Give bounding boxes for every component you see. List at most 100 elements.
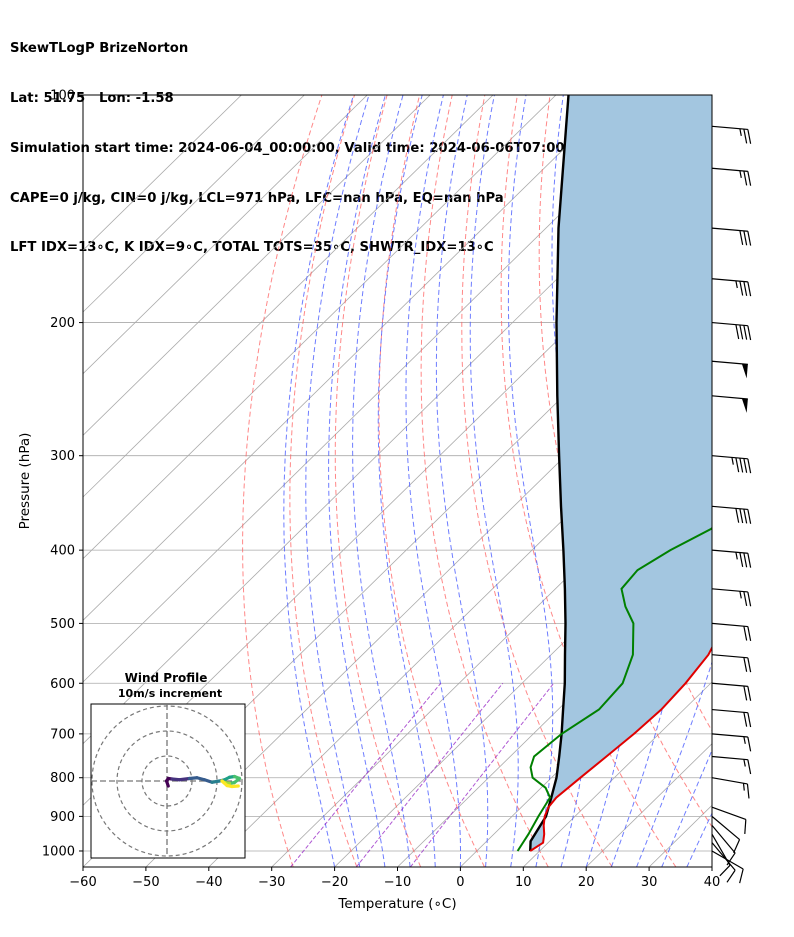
wind-barb: [711, 588, 752, 607]
hodograph-segment: [230, 784, 240, 789]
y-tick-label: 800: [50, 771, 75, 786]
wind-barb: [711, 755, 752, 775]
mixing-ratio-line: [410, 682, 555, 867]
plot-area: [83, 95, 794, 867]
moist-adiabat: [469, 95, 519, 867]
wind-barb: [711, 682, 752, 701]
x-axis-label: Temperature (∘C): [337, 896, 456, 912]
isotherm-gridline: [334, 496, 712, 867]
x-tick-label: −50: [132, 875, 159, 890]
isotherm-gridline: [711, 866, 712, 867]
moist-adiabat: [435, 95, 489, 867]
x-tick-label: 30: [641, 875, 658, 890]
title-indices-2: LFT IDX=13∘C, K IDX=9∘C, TOTAL TOTS=35∘C…: [10, 240, 494, 256]
y-tick-label: 200: [50, 316, 75, 331]
y-tick-label: 100: [50, 89, 75, 104]
hodograph-segment: [177, 776, 192, 782]
x-tick-label: −20: [321, 875, 348, 890]
isotherm-gridline: [83, 95, 620, 621]
x-tick-label: 10: [515, 875, 532, 890]
wind-barb: [711, 733, 752, 752]
hodograph-ring: [141, 755, 193, 807]
y-tick-label: 500: [50, 617, 75, 632]
wind-barb: [711, 360, 748, 379]
moist-adiabat: [305, 95, 370, 867]
chart-title-block: SkewTLogP BrizeNorton Lat: 51.75 Lon: -1…: [10, 8, 612, 274]
isotherm-gridline: [83, 95, 431, 436]
isotherm-gridline: [83, 95, 242, 251]
isotherm-gridline: [397, 558, 712, 867]
isotherm-gridline: [83, 95, 683, 683]
wind-barb: [711, 278, 752, 297]
wind-barb: [711, 806, 747, 835]
wind-barb: [711, 125, 752, 144]
y-tick-label: 700: [50, 727, 75, 742]
x-tick-label: 20: [578, 875, 595, 890]
dry-adiabat: [289, 95, 358, 867]
wind-barb: [711, 833, 731, 877]
dry-adiabat: [713, 95, 794, 867]
moist-adiabat: [405, 95, 461, 867]
moist-adiabat: [352, 95, 411, 867]
inset-subtitle: 10m/s increment: [118, 687, 222, 700]
cape-cin-shading: [530, 95, 712, 851]
wind-barb: [711, 842, 736, 883]
wind-barb: [711, 167, 752, 186]
inset-plot: [91, 704, 245, 858]
y-tick-label: 900: [50, 810, 75, 825]
moist-adiabat: [610, 95, 693, 867]
dry-adiabat: [378, 95, 485, 867]
moist-adiabat: [661, 748, 712, 867]
axes: −60 −50 −40 −30 −20 −10 0 10 20 30 40 1000 900 800 700…: [42, 89, 720, 891]
y-tick-label: 600: [50, 677, 75, 692]
temperature-profile-line: [529, 645, 712, 852]
moist-adiabat: [636, 660, 712, 867]
dry-adiabat: [461, 95, 613, 867]
dry-adiabat: [242, 95, 323, 867]
moist-adiabat: [328, 95, 386, 867]
isotherm-gridline: [145, 311, 712, 867]
y-tick-label: 1000: [42, 844, 75, 859]
dry-adiabat: [420, 95, 549, 867]
wind-barb: [711, 455, 752, 474]
dewpoint-profile-line: [516, 526, 712, 852]
wind-barb: [711, 321, 752, 341]
isotherm-gridline: [775, 95, 794, 867]
wind-barb: [711, 777, 750, 799]
wind-barb: [711, 549, 752, 568]
dry-adiabat: [745, 95, 794, 867]
isotherm-gridline: [271, 434, 712, 867]
y-axis-label: Pressure (hPa): [17, 433, 33, 530]
wind-barb: [711, 654, 752, 673]
dry-adiabat: [778, 95, 794, 867]
x-tick-label: −10: [384, 875, 411, 890]
isotherm-gridline: [83, 95, 305, 313]
hodograph-ring: [91, 705, 243, 857]
isotherm-gridline: [83, 95, 368, 375]
hodograph-inset: Wind Profile 10m/s increment: [90, 671, 246, 859]
title-indices-1: CAPE=0 j/kg, CIN=0 j/kg, LCL=971 hPa, LF…: [10, 190, 504, 206]
wind-barb: [711, 227, 752, 246]
isotherm-gridline: [83, 95, 557, 560]
x-tick-label: 40: [704, 875, 721, 890]
wind-barb: [711, 505, 752, 524]
x-tick-label: −30: [258, 875, 285, 890]
moist-adiabat: [507, 95, 554, 867]
inset-title: Wind Profile: [125, 671, 208, 685]
x-tick-label: −60: [69, 875, 96, 890]
wind-barb: [711, 824, 736, 866]
isotherm-gridline: [83, 95, 494, 498]
moist-adiabat: [283, 95, 355, 867]
moist-adiabat: [377, 95, 436, 867]
wind-barb: [711, 708, 752, 728]
title-station: SkewTLogP BrizeNorton: [10, 41, 189, 57]
y-tick-label: 300: [50, 449, 75, 464]
mixing-ratio-line: [355, 682, 504, 867]
wind-barb: [711, 395, 748, 413]
dry-adiabat: [334, 95, 422, 867]
y-tick-label: 400: [50, 544, 75, 559]
parcel-profile-line: [529, 95, 570, 852]
wind-barbs: [711, 125, 752, 884]
isotherm-gridline: [523, 681, 712, 867]
